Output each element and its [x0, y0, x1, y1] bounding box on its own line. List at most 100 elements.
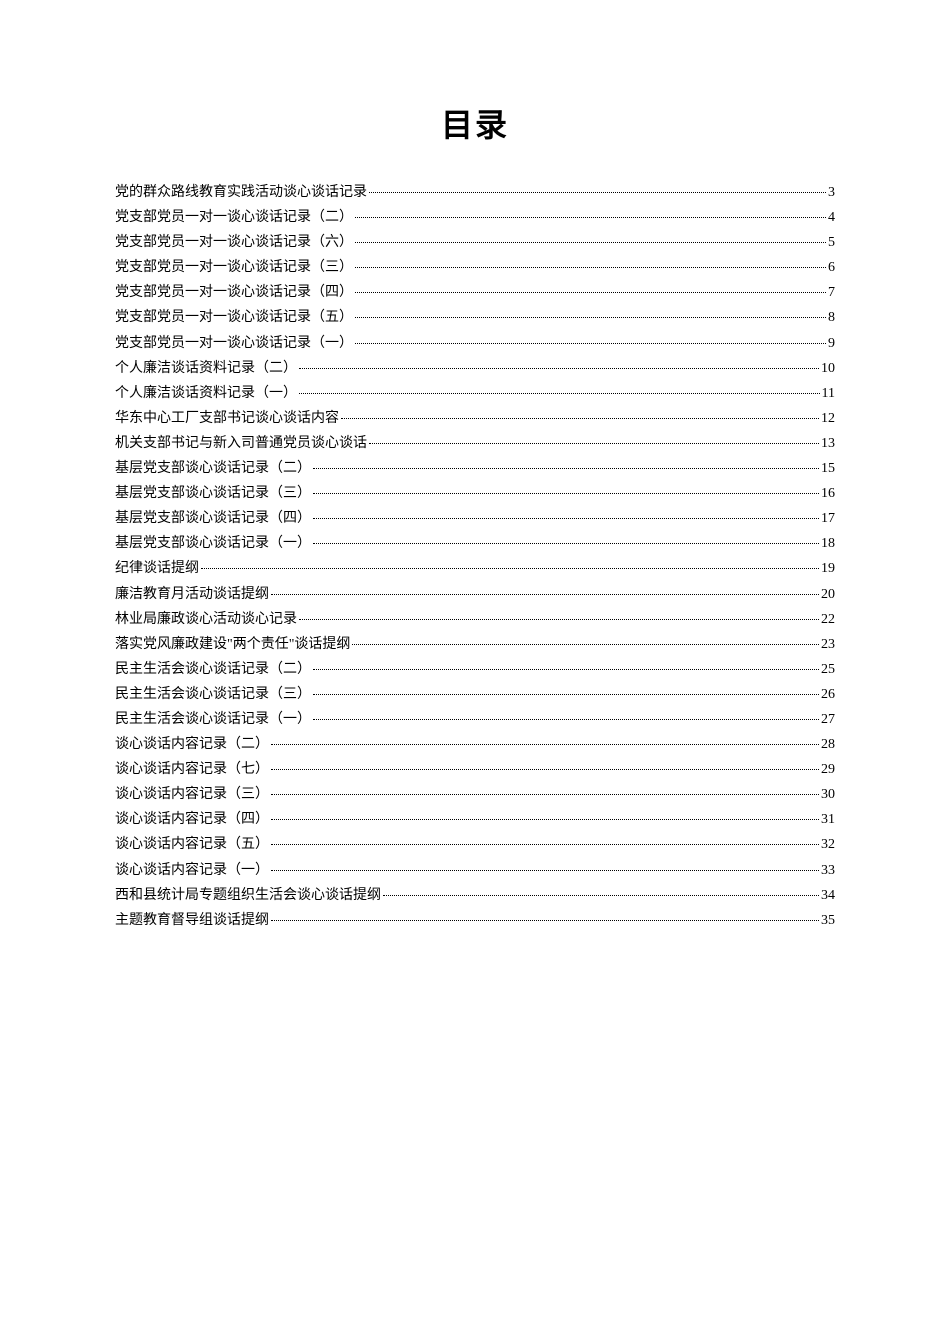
- toc-entry[interactable]: 党支部党员一对一谈心谈话记录（六） 5: [115, 231, 835, 254]
- toc-entry-page: 27: [821, 708, 835, 731]
- toc-entry-page: 25: [821, 658, 835, 681]
- toc-entry[interactable]: 谈心谈话内容记录（一） 33: [115, 859, 835, 882]
- toc-entry[interactable]: 谈心谈话内容记录（五） 32: [115, 833, 835, 856]
- toc-entry-title: 廉洁教育月活动谈话提纲: [115, 583, 269, 606]
- toc-entry-leader: [313, 669, 819, 670]
- toc-entry[interactable]: 纪律谈话提纲19: [115, 557, 835, 580]
- toc-entry-leader: [271, 594, 819, 595]
- toc-entry-page: 6: [828, 256, 835, 279]
- toc-entry-title: 谈心谈话内容记录（一）: [115, 859, 269, 882]
- toc-entry-title: 民主生活会谈心谈话记录（二）: [115, 658, 311, 681]
- toc-entry-leader: [355, 242, 826, 243]
- toc-entry-leader: [271, 870, 819, 871]
- toc-entry-leader: [313, 518, 819, 519]
- toc-entry-leader: [352, 644, 819, 645]
- toc-entry-page: 4: [828, 206, 835, 229]
- toc-entry-page: 5: [828, 231, 835, 254]
- toc-entry-leader: [341, 418, 819, 419]
- toc-entry[interactable]: 基层党支部谈心谈话记录（一）18: [115, 532, 835, 555]
- toc-entry[interactable]: 谈心谈话内容记录（四） 31: [115, 808, 835, 831]
- toc-entry-title: 党支部党员一对一谈心谈话记录（六）: [115, 231, 353, 254]
- toc-entry-page: 34: [821, 884, 835, 907]
- toc-entry-title: 西和县统计局专题组织生活会谈心谈话提纲: [115, 884, 381, 907]
- toc-entry[interactable]: 基层党支部谈心谈话记录（二） 15: [115, 457, 835, 480]
- toc-entry[interactable]: 民主生活会谈心谈话记录（一） 27: [115, 708, 835, 731]
- toc-entry[interactable]: 谈心谈话内容记录（七）29: [115, 758, 835, 781]
- toc-entry[interactable]: 西和县统计局专题组织生活会谈心谈话提纲 34: [115, 884, 835, 907]
- toc-entry-title: 党支部党员一对一谈心谈话记录（二）: [115, 206, 353, 229]
- toc-entry-page: 15: [821, 457, 835, 480]
- toc-entry[interactable]: 谈心谈话内容记录（三）30: [115, 783, 835, 806]
- toc-entry-page: 35: [821, 909, 835, 932]
- toc-entry-page: 12: [821, 407, 835, 430]
- toc-entry-title: 纪律谈话提纲: [115, 557, 199, 580]
- toc-entry-title: 机关支部书记与新入司普通党员谈心谈话: [115, 432, 367, 455]
- toc-entry-page: 11: [822, 382, 835, 405]
- toc-entry[interactable]: 党支部党员一对一谈心谈话记录（二） 4: [115, 206, 835, 229]
- toc-entry-leader: [313, 493, 819, 494]
- toc-entry[interactable]: 个人廉洁谈话资料记录（二） 10: [115, 357, 835, 380]
- toc-entry-title: 民主生活会谈心谈话记录（三）: [115, 683, 311, 706]
- toc-entry[interactable]: 主题教育督导组谈话提纲35: [115, 909, 835, 932]
- toc-entry-page: 26: [821, 683, 835, 706]
- toc-entry[interactable]: 党支部党员一对一谈心谈话记录（五）8: [115, 306, 835, 329]
- toc-entry[interactable]: 基层党支部谈心谈话记录（三）16: [115, 482, 835, 505]
- toc-entry-title: 基层党支部谈心谈话记录（三）: [115, 482, 311, 505]
- toc-entry-leader: [313, 694, 819, 695]
- toc-entry-leader: [313, 719, 819, 720]
- toc-entry-page: 32: [821, 833, 835, 856]
- page-title: 目录: [115, 100, 835, 146]
- toc-entry-title: 谈心谈话内容记录（五）: [115, 833, 269, 856]
- toc-entry-title: 华东中心工厂支部书记谈心谈话内容: [115, 407, 339, 430]
- toc-entry-title: 党支部党员一对一谈心谈话记录（三）: [115, 256, 353, 279]
- toc-entry-title: 党支部党员一对一谈心谈话记录（四）: [115, 281, 353, 304]
- toc-entry[interactable]: 党的群众路线教育实践活动谈心谈话记录 3: [115, 181, 835, 204]
- table-of-contents: 党的群众路线教育实践活动谈心谈话记录3党支部党员一对一谈心谈话记录（二）4党支部…: [115, 181, 835, 932]
- toc-entry-leader: [369, 192, 826, 193]
- toc-entry-page: 7: [828, 281, 835, 304]
- toc-entry[interactable]: 林业局廉政谈心活动谈心记录 22: [115, 608, 835, 631]
- toc-entry-leader: [355, 343, 826, 344]
- toc-entry-title: 落实党风廉政建设"两个责任"谈话提纲: [115, 633, 350, 656]
- toc-entry-leader: [271, 794, 819, 795]
- toc-entry-leader: [313, 543, 819, 544]
- toc-entry-page: 31: [821, 808, 835, 831]
- toc-entry-title: 党的群众路线教育实践活动谈心谈话记录: [115, 181, 367, 204]
- toc-entry-leader: [299, 393, 820, 394]
- toc-entry-leader: [355, 217, 826, 218]
- toc-entry-title: 林业局廉政谈心活动谈心记录: [115, 608, 297, 631]
- toc-entry[interactable]: 基层党支部谈心谈话记录（四） 17: [115, 507, 835, 530]
- toc-entry-page: 29: [821, 758, 835, 781]
- toc-entry[interactable]: 民主生活会谈心谈话记录（二） 25: [115, 658, 835, 681]
- toc-entry[interactable]: 机关支部书记与新入司普通党员谈心谈话13: [115, 432, 835, 455]
- toc-entry-page: 33: [821, 859, 835, 882]
- toc-entry[interactable]: 华东中心工厂支部书记谈心谈话内容 12: [115, 407, 835, 430]
- toc-entry[interactable]: 党支部党员一对一谈心谈话记录（一）9: [115, 332, 835, 355]
- toc-entry-leader: [383, 895, 819, 896]
- toc-entry[interactable]: 谈心谈话内容记录（二） 28: [115, 733, 835, 756]
- toc-entry-leader: [271, 844, 819, 845]
- toc-entry[interactable]: 落实党风廉政建设"两个责任"谈话提纲23: [115, 633, 835, 656]
- toc-entry-leader: [271, 744, 819, 745]
- toc-entry-title: 个人廉洁谈话资料记录（二）: [115, 357, 297, 380]
- toc-entry[interactable]: 个人廉洁谈话资料记录（一）11: [115, 382, 835, 405]
- toc-entry-title: 谈心谈话内容记录（二）: [115, 733, 269, 756]
- toc-entry-page: 22: [821, 608, 835, 631]
- toc-entry[interactable]: 党支部党员一对一谈心谈话记录（三） 6: [115, 256, 835, 279]
- toc-entry-title: 基层党支部谈心谈话记录（四）: [115, 507, 311, 530]
- toc-entry-page: 3: [828, 181, 835, 204]
- toc-entry-leader: [369, 443, 819, 444]
- toc-entry-page: 8: [828, 306, 835, 329]
- toc-entry-title: 民主生活会谈心谈话记录（一）: [115, 708, 311, 731]
- toc-entry-page: 28: [821, 733, 835, 756]
- toc-entry-leader: [299, 619, 819, 620]
- toc-entry[interactable]: 党支部党员一对一谈心谈话记录（四） 7: [115, 281, 835, 304]
- toc-entry[interactable]: 廉洁教育月活动谈话提纲20: [115, 583, 835, 606]
- toc-entry-title: 谈心谈话内容记录（四）: [115, 808, 269, 831]
- toc-entry[interactable]: 民主生活会谈心谈话记录（三） 26: [115, 683, 835, 706]
- toc-entry-title: 基层党支部谈心谈话记录（二）: [115, 457, 311, 480]
- toc-entry-leader: [355, 317, 826, 318]
- toc-entry-page: 30: [821, 783, 835, 806]
- toc-entry-page: 10: [821, 357, 835, 380]
- toc-entry-page: 17: [821, 507, 835, 530]
